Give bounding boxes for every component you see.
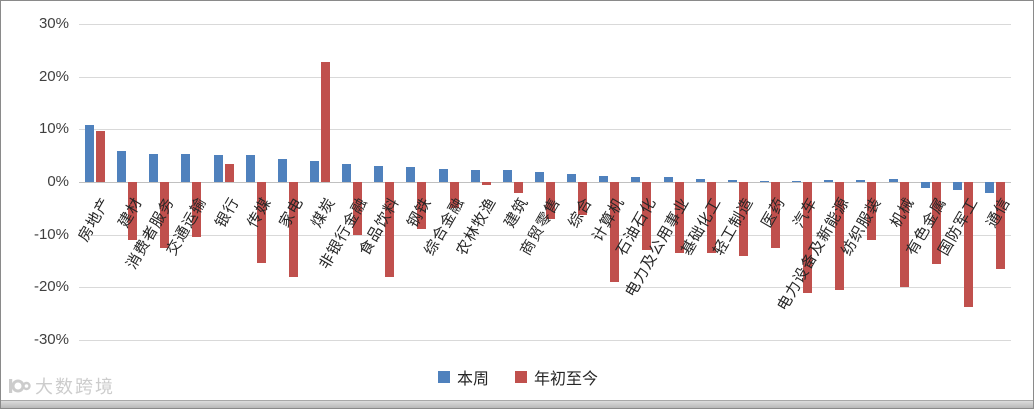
chart-bar (996, 182, 1005, 269)
gridline (79, 340, 1011, 341)
chart-bar (96, 131, 105, 182)
chart-bar (321, 62, 330, 182)
legend-item: 本周 (437, 365, 489, 389)
chart-bar (964, 182, 973, 307)
chart-bar (771, 182, 780, 248)
chart-bar (406, 167, 415, 182)
category-label: 建材 (115, 194, 147, 231)
chart-bar (160, 182, 169, 248)
x-axis-line (79, 182, 1011, 183)
y-axis-tick-label: 30% (38, 15, 69, 32)
legend-label: 本周 (456, 371, 489, 388)
y-axis-tick-label: 10% (38, 120, 69, 137)
chart-bar (675, 182, 684, 253)
chart-bar (310, 161, 319, 182)
chart-bar (921, 182, 930, 188)
y-axis-tick-label: -20% (33, 278, 69, 295)
chart-bar (374, 166, 383, 182)
category-label: 银行 (211, 194, 243, 231)
chart-bar (610, 182, 619, 282)
category-label: 医药 (758, 194, 789, 231)
y-axis-tick-label: 20% (38, 68, 69, 85)
gridline (79, 287, 1011, 288)
legend: 本周 年初至今 (1, 365, 1033, 389)
chart-bar (856, 180, 865, 182)
category-label: 家电 (276, 194, 307, 231)
chart-bar (214, 155, 223, 182)
chart-bar (192, 182, 201, 237)
legend-label: 年初至今 (534, 371, 599, 388)
chart-bar (181, 154, 190, 182)
gridline (79, 235, 1011, 236)
chart-bar (664, 177, 673, 182)
chart-bar (739, 182, 748, 256)
chart-bar (385, 182, 394, 277)
chart-bar (835, 182, 844, 290)
chart-bar (567, 174, 576, 182)
chart-bar (439, 169, 448, 182)
chart-bar (631, 177, 640, 182)
category-label: 传媒 (243, 194, 275, 231)
category-label: 通信 (983, 194, 1014, 231)
chart-bar (471, 170, 480, 182)
legend-item: 年初至今 (515, 365, 598, 389)
y-axis-tick-label: -10% (33, 226, 69, 243)
category-label: 房地产 (75, 194, 115, 245)
chart-bar (503, 170, 512, 182)
chart-bar (535, 172, 544, 182)
chart-bar (117, 151, 126, 182)
chart-bar (514, 182, 523, 193)
chart-bar (867, 182, 876, 240)
chart-bar (342, 164, 351, 182)
chart-bar (985, 182, 994, 193)
chart-bar (417, 182, 426, 229)
category-label: 钢铁 (404, 194, 436, 231)
chart-bar (225, 164, 234, 182)
watermark: 大数跨境 (7, 373, 115, 399)
y-axis-tick-label: 0% (47, 173, 69, 190)
chart-bar (696, 179, 705, 182)
category-label: 煤炭 (308, 194, 339, 231)
chart-bar (578, 182, 587, 215)
chart-bar (792, 181, 801, 182)
chart-bar (932, 182, 941, 264)
chart-bar (482, 182, 491, 185)
chart-bar (599, 176, 608, 182)
chart-bar (246, 155, 255, 182)
chart-bar (450, 182, 459, 208)
chart-bar (149, 154, 158, 182)
category-label: 机械 (886, 194, 918, 231)
watermark-text: 大数跨境 (35, 377, 115, 397)
y-axis-tick-label: -30% (33, 331, 69, 348)
chart-bar (889, 179, 898, 182)
chart-bar (900, 182, 909, 287)
chart-bar (546, 182, 555, 219)
bottom-scroll-strip (1, 400, 1033, 408)
gridline (79, 77, 1011, 78)
chart-bar (824, 180, 833, 182)
chart-bar (278, 159, 287, 182)
legend-swatch-icon (437, 371, 450, 383)
chart-bar (353, 182, 362, 235)
chart-bar (257, 182, 266, 263)
chart-bar (953, 182, 962, 190)
chart-bar (803, 182, 812, 293)
category-label: 建筑 (501, 194, 532, 231)
chart-bar (728, 180, 737, 182)
watermark-logo-icon (9, 379, 31, 393)
category-label: 汽车 (790, 194, 822, 231)
gridline (79, 129, 1011, 130)
chart-bar (128, 182, 137, 240)
chart-bar (760, 181, 769, 182)
chart-bar (85, 125, 94, 182)
category-label: 综合 (565, 194, 597, 231)
legend-swatch-icon (515, 371, 527, 383)
gridline (79, 24, 1011, 25)
chart-bar (707, 182, 716, 253)
chart-bar (642, 182, 651, 250)
chart-bar (289, 182, 298, 277)
